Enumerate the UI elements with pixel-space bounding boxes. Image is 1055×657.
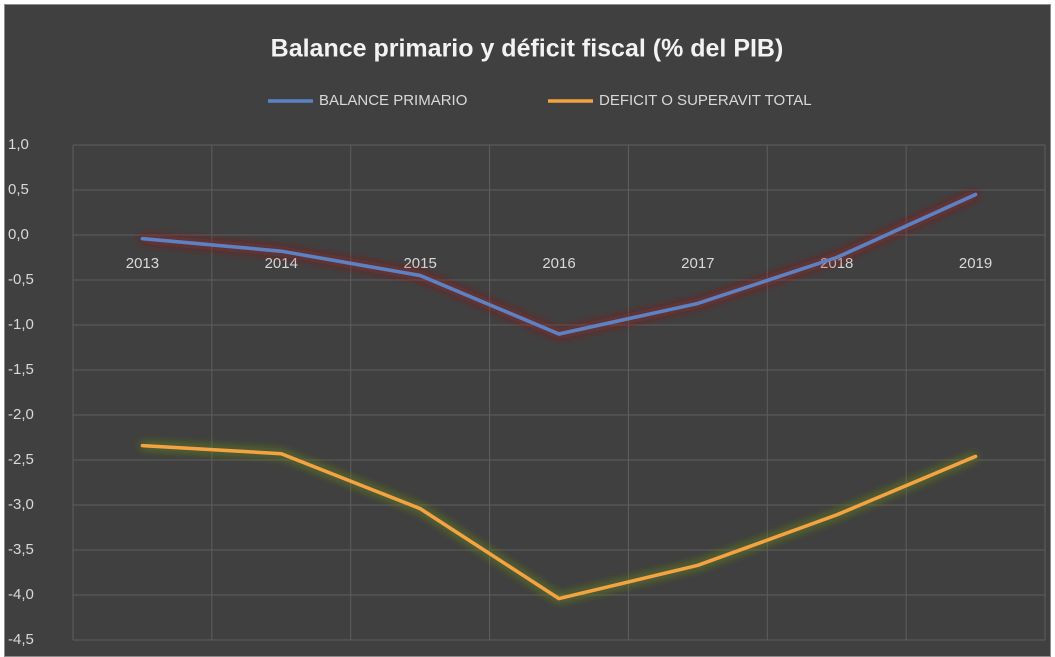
y-tick-label: -1,0 — [8, 316, 34, 333]
y-tick-label: -4,0 — [8, 586, 34, 603]
y-tick-label: -2,5 — [8, 451, 34, 468]
y-tick-label: -1,5 — [8, 361, 34, 378]
y-tick-label: -3,0 — [8, 496, 34, 513]
x-tick-label: 2019 — [959, 255, 992, 272]
x-tick-label: 2014 — [265, 255, 298, 272]
chart-title: Balance primario y déficit fiscal (% del… — [271, 35, 784, 63]
x-tick-label: 2015 — [403, 255, 436, 272]
series-line — [140, 443, 978, 601]
y-tick-label: 1,0 — [8, 136, 29, 153]
x-tick-label: 2016 — [542, 255, 575, 272]
y-tick-label: -2,0 — [8, 406, 34, 423]
series-line — [140, 192, 978, 336]
x-tick-label: 2017 — [681, 255, 714, 272]
y-tick-label: -3,5 — [8, 541, 34, 558]
x-tick-label: 2013 — [126, 255, 159, 272]
legend-label: DEFICIT O SUPERAVIT TOTAL — [599, 92, 812, 109]
y-tick-label: -4,5 — [8, 631, 34, 648]
chart-background — [4, 4, 1051, 657]
y-tick-label: 0,0 — [8, 226, 29, 243]
y-tick-label: 0,5 — [8, 181, 29, 198]
y-tick-label: -0,5 — [8, 271, 34, 288]
legend-label: BALANCE PRIMARIO — [319, 92, 467, 109]
